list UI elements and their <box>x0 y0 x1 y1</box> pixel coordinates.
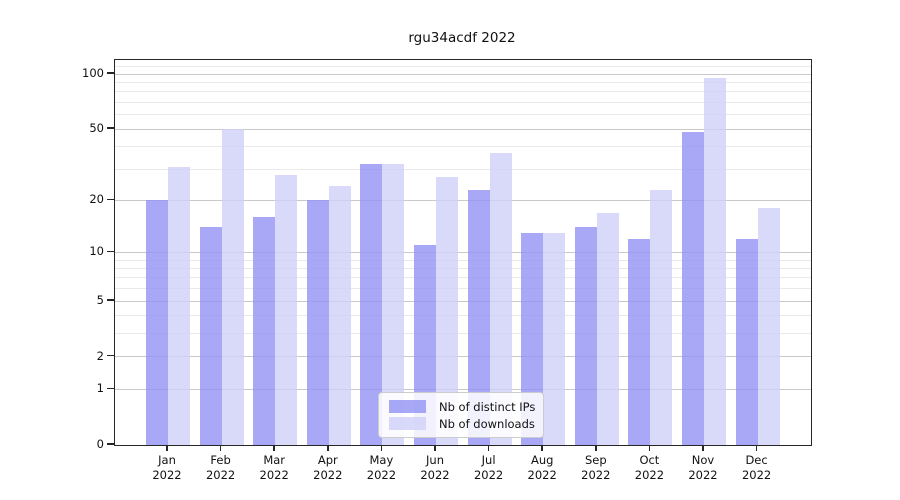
xtick-mark-nov <box>702 446 704 451</box>
legend-row-downloads: Nb of downloads <box>389 416 535 431</box>
bar-downloads-mar <box>275 174 298 445</box>
ytick-label-5: 5 <box>96 293 104 308</box>
minor-gridline-70 <box>115 102 811 104</box>
minor-gridline-3 <box>115 333 811 335</box>
bar-distinct-ips-jan <box>146 200 168 445</box>
xtick-mark-jan <box>166 446 168 451</box>
minor-gridline-60 <box>115 114 811 116</box>
xtick-mark-dec <box>755 446 758 451</box>
legend-row-distinct-ips: Nb of distinct IPs <box>389 399 536 414</box>
bar-distinct-ips-jul <box>467 189 490 445</box>
ytick-mark-2 <box>107 354 114 357</box>
minor-gridline-4 <box>115 315 811 317</box>
minor-gridline-80 <box>115 91 811 93</box>
xtick-mark-may <box>380 446 383 451</box>
xtick-mark-feb <box>219 446 222 451</box>
ytick-mark-100 <box>107 72 114 74</box>
xtick-label-feb: Feb 2022 <box>205 453 236 482</box>
xtick-mark-apr <box>327 446 329 451</box>
bar-downloads-nov <box>704 78 726 445</box>
major-gridline-1 <box>115 388 811 390</box>
legend-swatch-downloads <box>389 417 426 430</box>
xtick-label-aug: Aug 2022 <box>527 453 557 482</box>
bar-distinct-ips-sep <box>574 227 597 445</box>
minor-gridline-8 <box>115 267 811 269</box>
bar-downloads-apr <box>328 186 351 445</box>
ytick-label-10: 10 <box>89 244 104 259</box>
plot-area <box>114 59 812 446</box>
bar-downloads-sep <box>596 212 619 445</box>
ytick-mark-0 <box>107 443 114 445</box>
ytick-label-1: 1 <box>96 381 104 396</box>
ytick-mark-1 <box>107 387 114 390</box>
minor-gridline-7 <box>115 277 811 279</box>
bar-distinct-ips-mar <box>253 217 276 445</box>
minor-gridline-90 <box>115 82 811 84</box>
major-gridline-50 <box>115 128 811 130</box>
bar-downloads-aug <box>543 233 566 445</box>
xtick-label-may: May 2022 <box>366 453 397 482</box>
ytick-label-100: 100 <box>82 66 104 81</box>
legend-label-distinct-ips: Nb of distinct IPs <box>439 399 536 414</box>
minor-gridline-6 <box>115 288 811 290</box>
minor-gridline-40 <box>115 146 811 148</box>
bar-downloads-jul <box>489 152 512 445</box>
xtick-label-dec: Dec 2022 <box>741 453 772 482</box>
major-gridline-5 <box>115 300 811 302</box>
xtick-mark-oct <box>648 446 651 451</box>
ytick-label-0: 0 <box>96 437 104 451</box>
ytick-mark-10 <box>107 250 114 253</box>
xtick-mark-jun <box>434 446 436 451</box>
major-gridline-20 <box>115 199 811 201</box>
bar-downloads-jun <box>436 177 458 445</box>
xtick-mark-aug <box>541 446 543 451</box>
ytick-label-2: 2 <box>96 348 104 363</box>
xtick-label-jun: Jun 2022 <box>420 453 450 482</box>
legend-label-downloads: Nb of downloads <box>439 416 535 431</box>
bar-downloads-jan <box>168 166 190 445</box>
xtick-label-jan: Jan 2022 <box>152 453 182 482</box>
bar-distinct-ips-oct <box>628 238 651 445</box>
legend-swatch-distinct-ips <box>389 400 426 413</box>
xtick-mark-mar <box>273 446 275 451</box>
minor-gridline-30 <box>115 168 811 170</box>
bar-distinct-ips-may <box>360 164 383 445</box>
chart-title: rgu34acdf 2022 <box>408 30 516 46</box>
xtick-mark-jul <box>487 446 490 451</box>
bar-downloads-oct <box>650 189 673 445</box>
major-gridline-100 <box>115 73 811 75</box>
xtick-label-nov: Nov 2022 <box>688 453 718 482</box>
ytick-label-20: 20 <box>89 192 104 207</box>
xtick-label-sep: Sep 2022 <box>581 453 611 482</box>
xtick-label-oct: Oct 2022 <box>634 453 665 482</box>
ytick-mark-5 <box>107 299 114 301</box>
bar-downloads-dec <box>757 208 780 445</box>
xtick-label-apr: Apr 2022 <box>313 453 343 482</box>
minor-gridline-110 <box>115 66 811 68</box>
bar-downloads-feb <box>221 129 244 445</box>
xtick-label-mar: Mar 2022 <box>259 453 289 482</box>
major-gridline-2 <box>115 356 811 358</box>
ytick-mark-50 <box>107 127 114 129</box>
ytick-label-50: 50 <box>89 121 104 136</box>
major-gridline-10 <box>115 251 811 253</box>
bar-distinct-ips-nov <box>682 132 704 445</box>
bar-downloads-may <box>382 164 405 445</box>
minor-gridline-9 <box>115 259 811 261</box>
ytick-mark-20 <box>107 198 114 201</box>
bar-distinct-ips-feb <box>199 227 222 445</box>
bar-distinct-ips-dec <box>735 238 758 445</box>
bar-distinct-ips-apr <box>306 200 329 445</box>
legend: Nb of distinct IPs Nb of downloads <box>378 392 544 438</box>
xtick-mark-sep <box>595 446 597 451</box>
xtick-label-jul: Jul 2022 <box>473 453 504 482</box>
